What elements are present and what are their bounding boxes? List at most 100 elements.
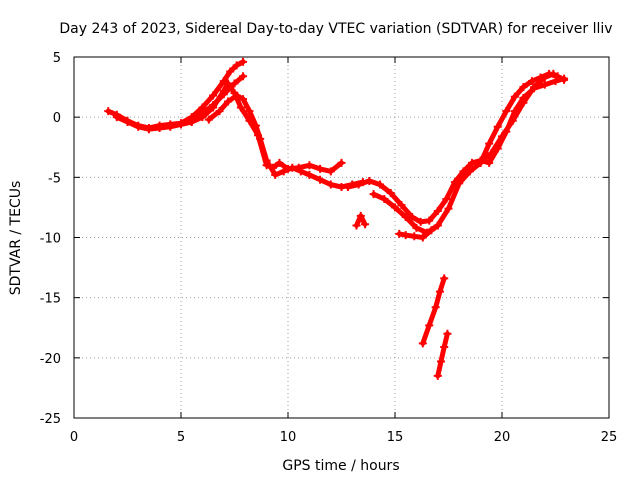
data-point bbox=[431, 303, 440, 312]
data-point bbox=[104, 107, 113, 116]
data-point bbox=[395, 229, 404, 238]
data-point bbox=[343, 182, 352, 191]
data-point bbox=[219, 77, 228, 86]
data-point bbox=[155, 123, 164, 132]
data-point bbox=[433, 207, 442, 216]
data-point bbox=[224, 97, 233, 106]
y-tick-label: 0 bbox=[53, 111, 61, 126]
data-point bbox=[262, 156, 271, 165]
data-point bbox=[433, 221, 442, 230]
data-point bbox=[468, 158, 477, 167]
data-point bbox=[305, 170, 314, 179]
data-point bbox=[410, 232, 419, 241]
x-tick-label: 20 bbox=[494, 430, 511, 445]
data-point bbox=[435, 287, 444, 296]
data-series bbox=[352, 211, 370, 230]
data-point bbox=[519, 98, 528, 107]
chart-title: Day 243 of 2023, Sidereal Day-to-day VTE… bbox=[59, 21, 612, 37]
data-point bbox=[540, 80, 549, 89]
y-axis-label: SDTVAR / TECUs bbox=[8, 181, 24, 296]
data-point bbox=[510, 92, 519, 101]
data-point bbox=[134, 122, 143, 131]
data-point bbox=[437, 357, 446, 366]
series-trace bbox=[435, 331, 450, 379]
data-point bbox=[365, 176, 374, 185]
data-point bbox=[519, 83, 528, 92]
data-point bbox=[354, 180, 363, 189]
data-point bbox=[326, 167, 335, 176]
data-point bbox=[232, 91, 241, 100]
data-point bbox=[425, 321, 434, 330]
grid bbox=[74, 57, 609, 418]
data-point bbox=[418, 233, 427, 242]
data-point bbox=[361, 220, 370, 229]
data-point bbox=[416, 217, 425, 226]
data-point bbox=[530, 83, 539, 92]
data-point bbox=[245, 107, 254, 116]
data-point bbox=[232, 61, 241, 70]
y-tick-label: -5 bbox=[48, 171, 61, 186]
data-point bbox=[498, 132, 506, 141]
series-trace bbox=[206, 93, 366, 190]
data-point bbox=[551, 77, 560, 86]
data-series bbox=[476, 69, 569, 167]
data-point bbox=[485, 158, 494, 167]
data-point bbox=[209, 103, 218, 112]
data-point bbox=[356, 211, 365, 220]
data-point bbox=[288, 163, 297, 172]
data-point bbox=[316, 164, 325, 173]
data-point bbox=[401, 231, 410, 240]
data-point bbox=[476, 158, 485, 167]
data-point bbox=[425, 216, 434, 225]
data-point bbox=[427, 226, 436, 235]
tick-labels: 0 5 10 15 20 25 5 0 -5 -10 -15 -20 -25 bbox=[40, 51, 618, 445]
data-point bbox=[391, 203, 399, 212]
data-point bbox=[239, 72, 248, 81]
x-tick-label: 25 bbox=[601, 430, 618, 445]
y-tick-label: -20 bbox=[40, 352, 61, 367]
data-point bbox=[187, 117, 196, 126]
data-point bbox=[239, 95, 248, 104]
data-point bbox=[337, 158, 346, 167]
data-point bbox=[386, 188, 395, 197]
data-point bbox=[560, 75, 569, 84]
x-tick-label: 5 bbox=[177, 430, 185, 445]
data-point bbox=[369, 190, 378, 199]
data-point bbox=[433, 371, 442, 380]
y-tick-label: 5 bbox=[53, 51, 61, 66]
x-tick-label: 0 bbox=[70, 430, 78, 445]
data-point bbox=[256, 134, 265, 143]
data-point bbox=[440, 274, 449, 283]
data-point bbox=[305, 161, 314, 170]
data-point bbox=[380, 194, 389, 203]
x-tick-label: 10 bbox=[280, 430, 297, 445]
data-point bbox=[553, 72, 562, 81]
data-point bbox=[296, 167, 305, 176]
data-point bbox=[465, 167, 474, 176]
data-point bbox=[123, 117, 132, 126]
data-point bbox=[455, 179, 464, 188]
data-series bbox=[418, 274, 449, 348]
data-point bbox=[198, 113, 207, 122]
data-point bbox=[401, 213, 410, 222]
series-trace bbox=[420, 275, 447, 346]
y-tick-label: -10 bbox=[40, 232, 61, 247]
data-point bbox=[112, 113, 121, 122]
data-point bbox=[485, 139, 494, 148]
data-point bbox=[275, 158, 284, 167]
x-tick-label: 15 bbox=[387, 430, 404, 445]
data-traces bbox=[104, 57, 569, 380]
y-tick-label: -25 bbox=[40, 412, 61, 427]
data-point bbox=[209, 91, 218, 100]
y-tick-label: -15 bbox=[40, 292, 61, 307]
data-point bbox=[536, 73, 545, 82]
data-point bbox=[204, 115, 213, 124]
data-point bbox=[443, 329, 452, 338]
data-point bbox=[397, 201, 406, 210]
data-point bbox=[144, 125, 153, 134]
series-trace bbox=[345, 76, 567, 225]
data-point bbox=[316, 175, 325, 184]
data-series bbox=[369, 69, 558, 237]
data-point bbox=[527, 77, 536, 86]
